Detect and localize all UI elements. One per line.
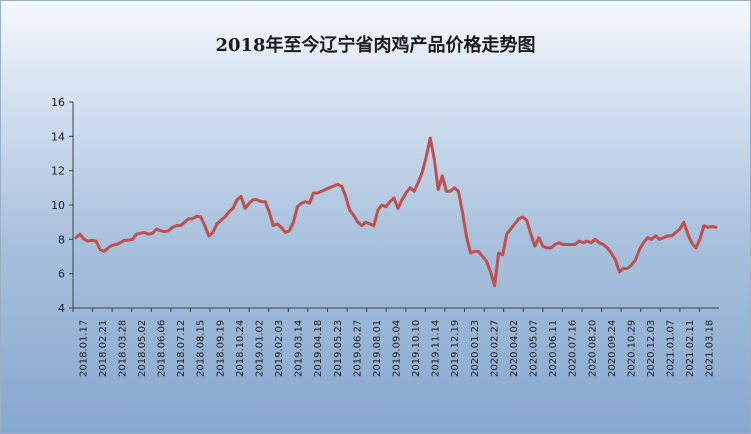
x-tick-label: 2018.07.12 [176,320,187,377]
x-tick-label: 2020.04.02 [509,320,520,377]
y-tick-label: 4 [58,302,65,315]
x-tick-label: 2019.12.19 [450,320,461,377]
x-tick-label: 2021.02.11 [685,320,696,377]
y-tick-label: 14 [51,130,65,143]
x-tick-label: 2020.06.11 [548,320,559,377]
x-tick-label: 2020.10.29 [626,320,637,377]
y-tick-label: 10 [51,199,65,212]
x-tick-label: 2021.03.18 [705,320,716,377]
x-tick-label: 2019.03.14 [294,320,305,377]
x-tick-label: 2019.10.10 [411,320,422,377]
x-tick-label: 2019.05.23 [333,320,344,377]
x-tick-label: 2020.08.20 [587,320,598,377]
y-tick-label: 6 [58,268,65,281]
y-tick-label: 16 [51,96,65,109]
x-tick-label: 2021.01.07 [666,320,677,377]
x-tick-label: 2018.01.17 [78,320,89,377]
chart-title: 2018年至今辽宁省肉鸡产品价格走势图 [215,35,536,56]
x-tick-label: 2019.01.02 [254,320,265,377]
y-tick-label: 12 [51,165,65,178]
x-tick-label: 2020.02.27 [489,320,500,377]
x-tick-label: 2019.04.18 [313,320,324,377]
y-axis-ticks: 4 6 8 10 12 14 16 [51,96,73,315]
x-tick-label: 2019.08.01 [372,320,383,377]
x-tick-label: 2018.02.21 [98,320,109,377]
x-tick-label: 2019.02.03 [274,320,285,377]
x-tick-label: 2020.12.03 [646,320,657,377]
series-line [74,136,718,288]
x-tick-label: 2018.05.02 [137,320,148,377]
x-tick-label: 2020.01.23 [470,320,481,377]
x-tick-label: 2018.10.24 [235,320,246,377]
x-tick-label: 2018.03.28 [117,320,128,377]
x-axis-ticks: 2018.01.17 2018.02.21 2018.03.28 2018.05.02… [72,308,716,377]
x-tick-label: 2019.06.27 [352,320,363,377]
x-tick-label: 2020.05.07 [529,320,540,377]
x-tick-label: 2018.08.15 [196,320,207,377]
x-tick-label: 2019.11.14 [431,320,442,377]
x-tick-label: 2020.07.16 [568,320,579,377]
x-tick-label: 2020.09.24 [607,320,618,377]
x-tick-label: 2018.06.06 [157,320,168,377]
x-tick-label: 2019.09.04 [392,320,403,377]
x-tick-label: 2018.09.19 [215,320,226,377]
y-tick-label: 8 [58,233,65,246]
